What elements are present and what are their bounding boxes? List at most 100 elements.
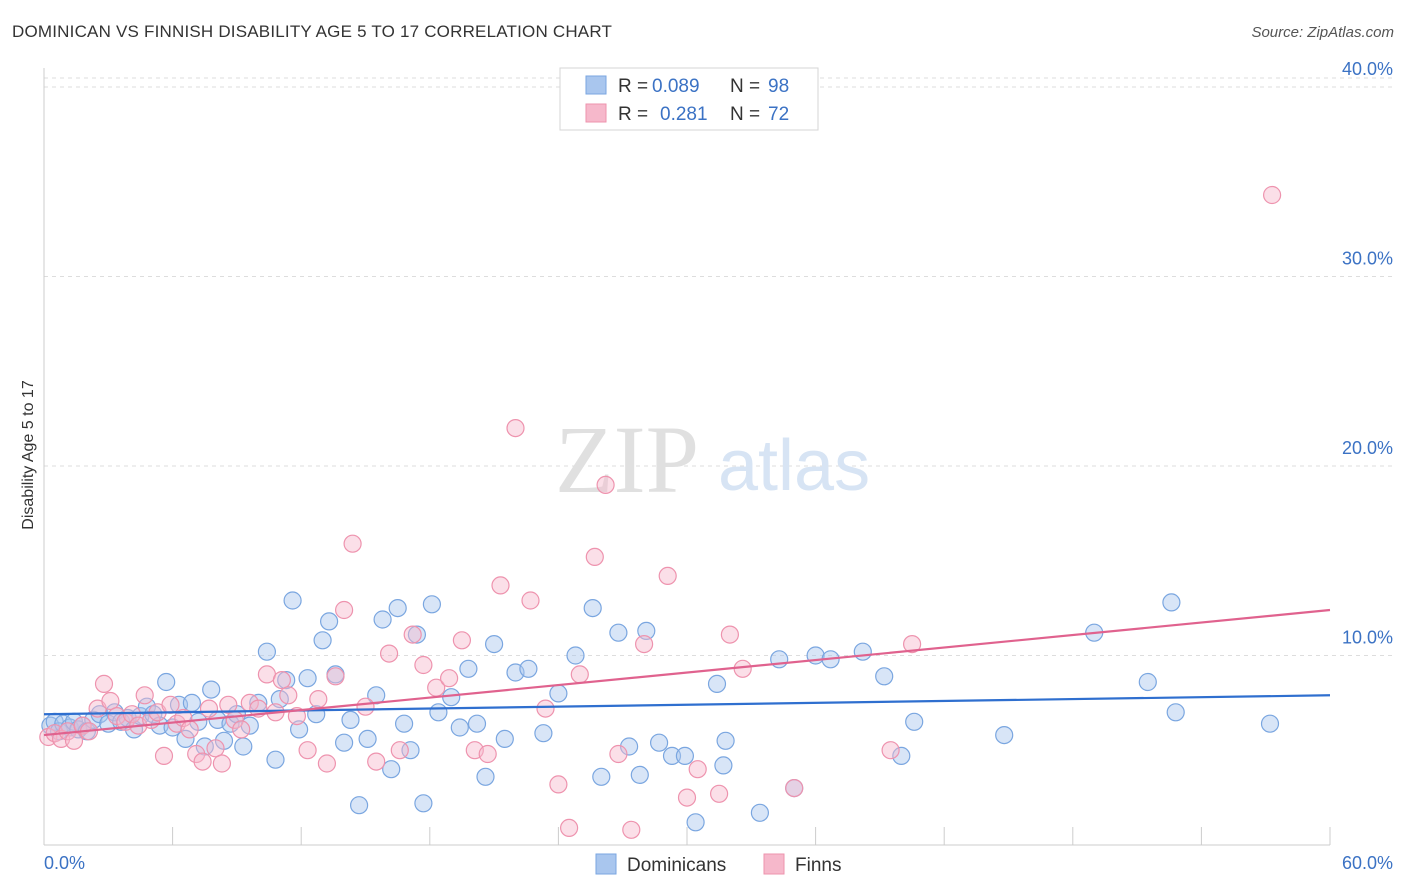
finn-point bbox=[272, 670, 291, 690]
finn-point bbox=[94, 674, 114, 694]
legend-r-value-2: 0.281 bbox=[660, 104, 708, 125]
dominican-point bbox=[892, 746, 911, 766]
dominican-point bbox=[283, 591, 302, 610]
watermark-atlas: atlas bbox=[718, 426, 870, 506]
dominican-point bbox=[686, 813, 705, 832]
dominican-point bbox=[662, 746, 682, 766]
grid-lines bbox=[44, 77, 1392, 656]
dominican-point bbox=[320, 612, 339, 631]
x-tick-label-max: 60.0% bbox=[1342, 853, 1393, 873]
finn-point bbox=[101, 691, 120, 711]
dominican-point bbox=[485, 634, 504, 654]
finn-point bbox=[521, 591, 540, 610]
y-tick-label: 10.0% bbox=[1342, 627, 1393, 647]
legend-swatch-finn bbox=[585, 103, 607, 123]
dominican-point bbox=[905, 712, 924, 731]
finn-point bbox=[335, 600, 354, 620]
finn-point bbox=[180, 720, 199, 739]
dominican-point bbox=[716, 731, 735, 750]
dominican-trend-line bbox=[43, 694, 1331, 716]
dominican-point bbox=[549, 684, 568, 703]
dominican-point bbox=[157, 672, 176, 692]
dominican-point bbox=[675, 746, 695, 766]
finn-point bbox=[232, 720, 251, 739]
finn-point bbox=[356, 697, 375, 716]
finn-point bbox=[187, 744, 206, 764]
finn-point bbox=[549, 775, 568, 794]
dominican-point bbox=[875, 667, 894, 686]
legend-n-label-2: N = bbox=[730, 104, 760, 125]
finn-point bbox=[135, 686, 154, 705]
dominican-point bbox=[592, 767, 611, 786]
dominican-point bbox=[290, 720, 309, 739]
finn-point bbox=[279, 686, 298, 705]
bottom-legend: Dominicans Finns bbox=[595, 853, 841, 876]
dominican-point bbox=[202, 680, 221, 699]
dominican-point bbox=[459, 659, 478, 678]
dominican-point bbox=[176, 729, 195, 749]
finn-point bbox=[634, 634, 654, 654]
dominican-point bbox=[395, 714, 414, 733]
finn-point bbox=[380, 644, 399, 663]
dominican-point bbox=[519, 659, 538, 678]
finn-point bbox=[559, 818, 579, 838]
dominican-point bbox=[429, 703, 448, 722]
finn-point bbox=[570, 665, 589, 684]
finn-point bbox=[326, 667, 345, 686]
dominican-point bbox=[422, 595, 441, 614]
finn-point bbox=[688, 760, 707, 779]
dominican-point bbox=[1166, 703, 1185, 722]
dominican-point bbox=[707, 674, 727, 694]
finn-point bbox=[390, 741, 409, 760]
dominican-point bbox=[313, 631, 332, 650]
dominican-point bbox=[388, 598, 407, 618]
finn-point bbox=[609, 744, 628, 764]
dominican-point bbox=[476, 767, 495, 786]
dominican-point bbox=[358, 729, 377, 749]
dominican-point bbox=[350, 796, 369, 815]
dominican-point bbox=[583, 598, 602, 618]
dominican-point bbox=[382, 760, 401, 779]
dominican-point bbox=[495, 729, 514, 749]
finn-point bbox=[585, 547, 604, 567]
dominican-point bbox=[534, 724, 553, 743]
finn-points bbox=[39, 185, 1282, 839]
bottom-legend-swatch-dominican bbox=[595, 853, 617, 875]
dominican-point bbox=[1260, 714, 1280, 733]
finn-point bbox=[219, 695, 238, 714]
finn-point bbox=[506, 419, 525, 438]
dominican-point bbox=[407, 625, 426, 644]
y-axis-title: Disability Age 5 to 17 bbox=[20, 380, 37, 530]
finn-point bbox=[491, 576, 510, 595]
finn-point bbox=[161, 695, 180, 714]
dominican-point bbox=[1162, 593, 1181, 612]
finn-point bbox=[440, 669, 459, 688]
legend-r-label-2: R = bbox=[618, 104, 648, 125]
finn-point bbox=[193, 752, 212, 771]
finn-point bbox=[343, 534, 362, 553]
legend-box: R = 0.089 N = 98 R = 0.281 N = 72 bbox=[559, 67, 819, 131]
finn-point bbox=[298, 741, 317, 760]
legend-r-label-1: R = bbox=[618, 76, 648, 97]
dominican-point bbox=[750, 803, 770, 822]
finn-point bbox=[881, 741, 900, 760]
finn-point bbox=[212, 754, 231, 773]
finn-point bbox=[64, 731, 84, 750]
legend-n-value-2: 72 bbox=[768, 104, 789, 125]
y-tick-label: 20.0% bbox=[1342, 438, 1393, 458]
legend-r-value-1: 0.089 bbox=[652, 76, 700, 97]
dominican-point bbox=[609, 623, 628, 642]
chart-title: DOMINICAN VS FINNISH DISABILITY AGE 5 TO… bbox=[12, 22, 613, 41]
finn-trend-line bbox=[43, 608, 1331, 737]
dominican-point bbox=[714, 756, 733, 775]
finn-point bbox=[478, 744, 497, 764]
finn-point bbox=[452, 631, 471, 650]
legend-n-label-1: N = bbox=[730, 76, 760, 97]
dominican-point bbox=[257, 642, 276, 661]
y-axis-tick-labels: 10.0% 20.0% 30.0% 40.0% bbox=[1342, 59, 1393, 648]
bottom-legend-swatch-finn bbox=[763, 853, 785, 875]
finn-point bbox=[414, 655, 433, 675]
finn-point bbox=[596, 475, 615, 494]
bottom-legend-dominicans: Dominicans bbox=[627, 855, 726, 876]
